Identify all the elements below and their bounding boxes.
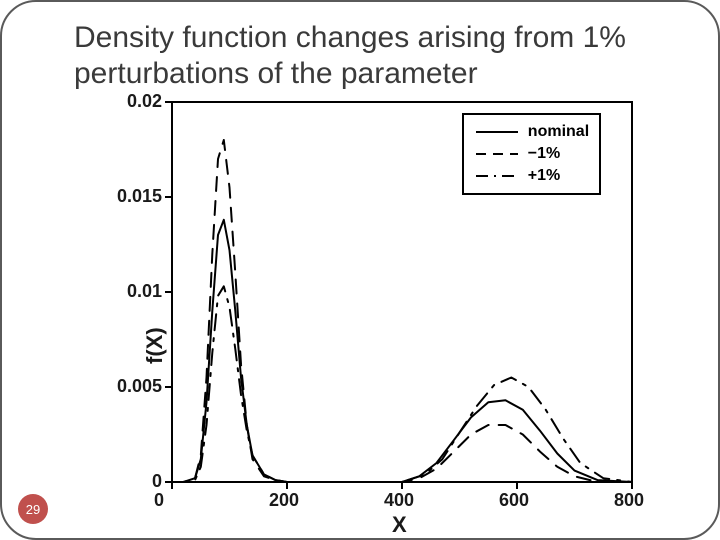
x-tick-label: 200 bbox=[269, 490, 299, 511]
legend-label: nominal bbox=[528, 123, 589, 141]
x-tick-label: 800 bbox=[614, 490, 644, 511]
legend-item: −1% bbox=[474, 143, 589, 165]
y-axis-label: f(X) bbox=[142, 327, 168, 364]
slide-title: Density function changes arising from 1%… bbox=[74, 20, 658, 92]
x-tick-label: 0 bbox=[154, 490, 164, 511]
chart-legend: nominal −1% +1% bbox=[462, 113, 601, 195]
y-tick-label: 0.02 bbox=[102, 91, 162, 112]
y-tick-label: 0.005 bbox=[102, 376, 162, 397]
x-tick-label: 600 bbox=[499, 490, 529, 511]
legend-item: nominal bbox=[474, 121, 589, 143]
x-tick-label: 400 bbox=[384, 490, 414, 511]
legend-label: +1% bbox=[528, 167, 560, 185]
page-number-badge: 29 bbox=[18, 494, 48, 524]
chart-container: f(X) X 0200400600800 00.0050.010.0150.02… bbox=[92, 94, 652, 534]
legend-label: −1% bbox=[528, 145, 560, 163]
y-tick-label: 0 bbox=[102, 471, 162, 492]
x-axis-label: X bbox=[392, 512, 407, 538]
y-tick-label: 0.015 bbox=[102, 186, 162, 207]
legend-item: +1% bbox=[474, 165, 589, 187]
y-tick-label: 0.01 bbox=[102, 281, 162, 302]
page-number: 29 bbox=[26, 502, 40, 517]
slide-frame: Density function changes arising from 1%… bbox=[0, 0, 720, 540]
